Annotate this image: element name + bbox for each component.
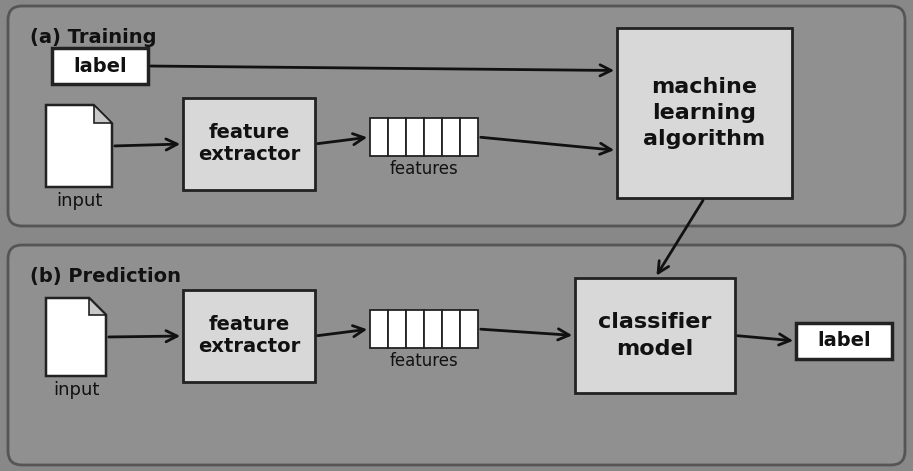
Bar xyxy=(183,290,315,382)
Bar xyxy=(388,118,406,156)
Text: features: features xyxy=(390,160,458,178)
Text: features: features xyxy=(390,352,458,370)
Bar xyxy=(575,278,735,393)
FancyBboxPatch shape xyxy=(8,6,905,226)
Bar xyxy=(617,28,792,198)
Text: input: input xyxy=(53,381,100,399)
Polygon shape xyxy=(89,298,106,315)
Polygon shape xyxy=(93,105,112,123)
Bar xyxy=(442,118,460,156)
Text: label: label xyxy=(817,332,871,350)
Bar xyxy=(406,310,424,348)
Bar xyxy=(442,310,460,348)
Polygon shape xyxy=(46,298,106,376)
Text: (a) Training: (a) Training xyxy=(30,28,156,47)
Bar xyxy=(460,118,478,156)
Bar xyxy=(52,48,148,84)
Bar xyxy=(460,310,478,348)
Bar xyxy=(183,98,315,190)
Bar xyxy=(424,310,442,348)
Bar xyxy=(370,118,388,156)
Bar xyxy=(388,310,406,348)
Text: classifier
model: classifier model xyxy=(598,312,712,359)
Text: (b) Prediction: (b) Prediction xyxy=(30,267,181,286)
Bar xyxy=(424,118,442,156)
FancyBboxPatch shape xyxy=(8,245,905,465)
Bar xyxy=(370,310,388,348)
Polygon shape xyxy=(46,105,112,187)
Text: input: input xyxy=(56,192,102,210)
Text: machine
learning
algorithm: machine learning algorithm xyxy=(644,77,766,149)
Text: feature
extractor: feature extractor xyxy=(198,123,300,164)
Text: label: label xyxy=(73,57,127,75)
Text: feature
extractor: feature extractor xyxy=(198,316,300,357)
Bar xyxy=(796,323,892,359)
Bar xyxy=(406,118,424,156)
